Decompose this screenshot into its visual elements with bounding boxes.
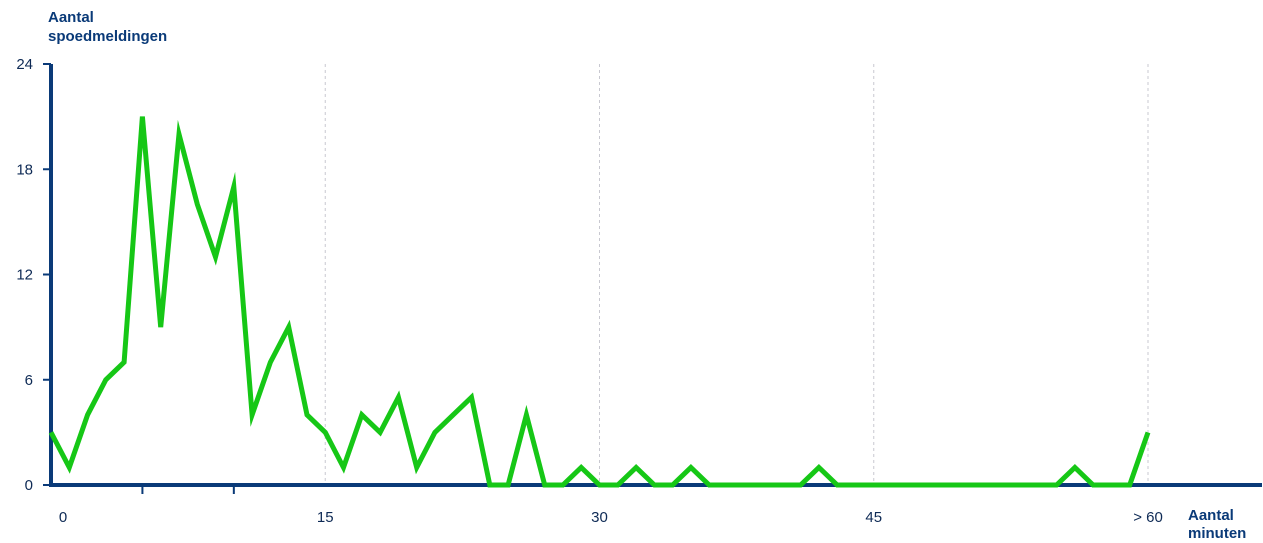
x-tick-label: 15: [317, 509, 334, 526]
y-tick-label: 0: [25, 477, 33, 494]
x-tick-label: > 60: [1133, 509, 1163, 526]
data-line: [48, 116, 1151, 488]
y-tick-label: 12: [16, 267, 33, 284]
x-tick-label: 45: [865, 509, 882, 526]
x-tick-label: 0: [59, 509, 67, 526]
y-tick-label: 18: [16, 161, 33, 178]
x-axis-title: Aantal minuten: [1188, 507, 1247, 542]
y-tick-label: 24: [16, 56, 33, 73]
x-tick-label: 30: [591, 509, 608, 526]
y-tick-label: 6: [25, 372, 33, 389]
y-axis-title: Aantal spoedmeldingen: [48, 9, 168, 45]
